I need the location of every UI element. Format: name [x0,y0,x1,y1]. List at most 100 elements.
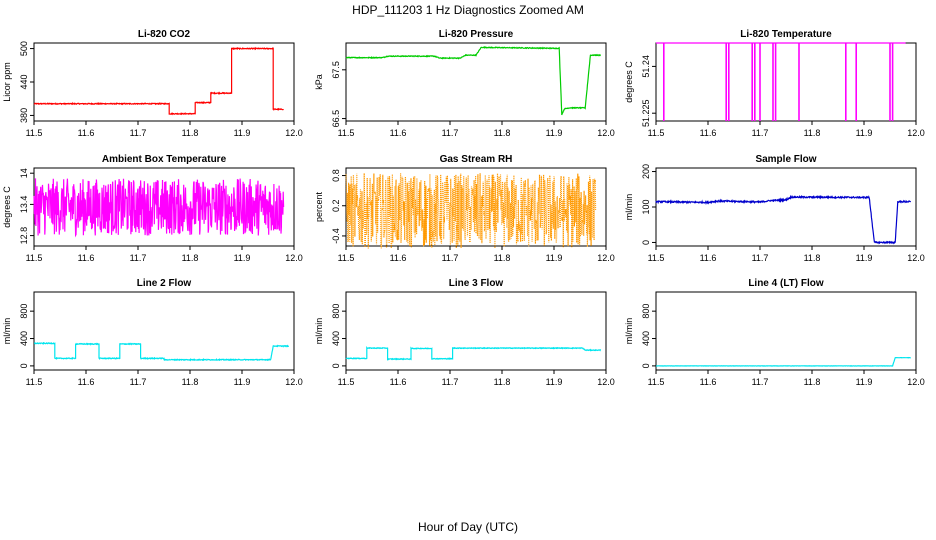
x-tick-label: 11.9 [856,377,873,387]
panel-6: Sample Flow 11.5 11.6 11.7 11.8 11.9 12.0 0 100 2… [624,154,925,263]
x-tick-label: 11.7 [442,377,459,387]
x-tick-label: 11.5 [338,377,355,387]
plot-frame [655,167,917,247]
x-tick-label: 11.9 [546,128,563,138]
x-tick-label: 11.9 [856,253,873,263]
panels: Li-820 CO2 11.5 11.6 11.7 11.8 11.9 12.0 380 440… [2,29,925,387]
y-tick-label: 440 [19,74,29,89]
panel-title: Li-820 Pressure [439,29,514,40]
x-tick-label: 11.6 [78,377,95,387]
x-tick-label: 11.5 [648,377,665,387]
x-tick-label: 11.7 [752,253,769,263]
y-tick-label: 800 [19,304,29,319]
x-tick-label: 11.8 [804,128,821,138]
y-tick-label: 13.4 [19,196,29,214]
panel-5: Gas Stream RH 11.5 11.6 11.7 11.8 11.9 12.0 -0.… [314,154,615,263]
x-tick-label: 12.0 [907,377,925,387]
x-tick-label: 11.9 [234,253,251,263]
y-tick-label: 0 [641,363,651,368]
panel-title: Gas Stream RH [440,154,513,165]
x-tick-label: 11.9 [856,128,873,138]
panel-1: Li-820 CO2 11.5 11.6 11.7 11.8 11.9 12.0 380 440… [2,29,303,138]
y-tick-label: 380 [19,108,29,123]
panel-title: Sample Flow [755,154,816,165]
y-tick-label: 800 [331,304,341,319]
y-axis-label: Licor ppm [2,62,12,102]
figure-xlabel: Hour of Day (UTC) [418,520,518,534]
y-axis-label: ml/min [624,194,634,221]
series-line [655,356,911,367]
x-tick-label: 11.7 [752,377,769,387]
x-tick-label: 11.6 [78,128,95,138]
x-tick-label: 11.6 [390,128,407,138]
x-tick-label: 12.0 [597,253,615,263]
x-tick-label: 11.7 [130,253,147,263]
series-line [33,46,284,116]
x-tick-label: 11.5 [648,128,665,138]
x-tick-label: 12.0 [285,128,303,138]
panel-title: Ambient Box Temperature [102,154,227,165]
x-tick-label: 12.0 [907,128,925,138]
series-line [345,345,602,362]
y-tick-label: 12.8 [19,227,29,245]
y-axis-label: percent [314,191,324,222]
x-tick-label: 11.5 [648,253,665,263]
y-tick-label: 400 [331,331,341,346]
x-tick-label: 11.7 [130,128,147,138]
x-tick-label: 11.6 [78,253,95,263]
x-tick-label: 11.9 [546,253,563,263]
y-tick-label: 0.2 [331,199,341,212]
y-tick-label: 0 [641,240,651,245]
plot-frame [33,42,295,122]
y-axis-label: ml/min [2,318,12,345]
x-tick-label: 11.5 [338,128,355,138]
plot-frame [655,42,917,122]
y-tick-label: 67.5 [331,61,341,79]
x-tick-label: 12.0 [597,377,615,387]
x-tick-label: 11.8 [804,253,821,263]
x-tick-label: 12.0 [285,377,303,387]
y-tick-label: 66.5 [331,110,341,128]
plot-frame [345,42,607,122]
panel-title: Li-820 CO2 [138,29,191,40]
plot-frame [655,291,917,371]
x-tick-label: 11.7 [442,253,459,263]
x-tick-label: 12.0 [285,253,303,263]
x-tick-label: 12.0 [597,128,615,138]
panel-9: Line 4 (LT) Flow 11.5 11.6 11.7 11.8 11.9 12.0… [624,278,925,387]
panel-title: Line 3 Flow [449,278,504,289]
x-tick-label: 11.8 [494,377,511,387]
y-tick-label: 0 [19,363,29,368]
y-tick-label: 200 [641,164,651,179]
panel-title: Li-820 Temperature [740,29,832,40]
panel-3: Li-820 Temperature 11.5 11.6 11.7 11.8 11.9 12… [624,29,925,138]
panel-2: Li-820 Pressure 11.5 11.6 11.7 11.8 11.9 12.0 6… [314,29,615,138]
y-tick-label: 800 [641,304,651,319]
x-tick-label: 11.6 [700,128,717,138]
panel-8: Line 3 Flow 11.5 11.6 11.7 11.8 11.9 12.0 0 400 8… [314,278,615,387]
y-tick-label: 400 [641,331,651,346]
series-line [345,173,597,249]
x-tick-label: 11.8 [804,377,821,387]
x-tick-label: 11.8 [182,377,199,387]
x-tick-label: 11.7 [442,128,459,138]
x-tick-label: 11.7 [130,377,147,387]
y-tick-label: 400 [19,331,29,346]
y-tick-label: 500 [19,41,29,56]
x-tick-label: 11.9 [234,128,251,138]
x-tick-label: 11.8 [182,128,199,138]
panel-7: Line 2 Flow 11.5 11.6 11.7 11.8 11.9 12.0 0 400 8… [2,278,303,387]
y-tick-label: 0 [331,363,341,368]
panel-title: Line 4 (LT) Flow [748,278,824,289]
y-tick-label: 51.225 [641,99,651,127]
panel-title: Line 2 Flow [137,278,192,289]
x-tick-label: 11.5 [26,377,43,387]
x-tick-label: 11.9 [234,377,251,387]
plot-frame [345,291,607,371]
series-line [655,194,912,245]
x-tick-label: 11.6 [390,253,407,263]
x-tick-label: 11.9 [546,377,563,387]
x-tick-label: 11.8 [494,253,511,263]
x-tick-label: 11.6 [390,377,407,387]
